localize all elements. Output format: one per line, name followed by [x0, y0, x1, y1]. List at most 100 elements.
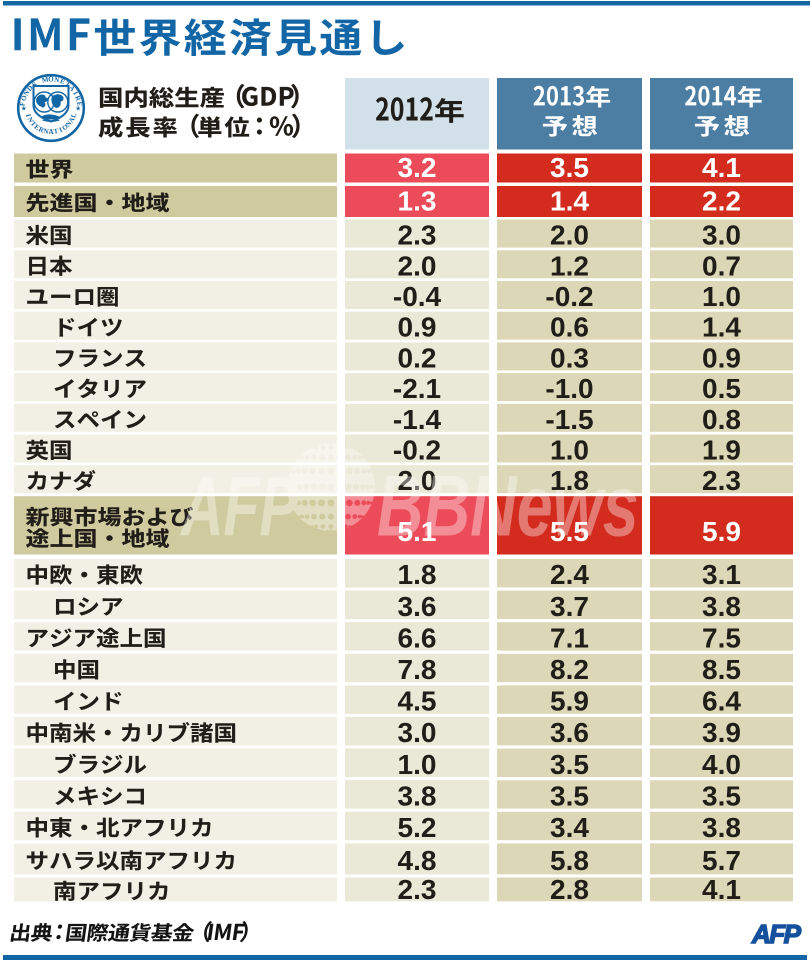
svg-text:-2.1: -2.1: [393, 373, 441, 404]
svg-text:I: I: [58, 126, 64, 135]
svg-text:5.9: 5.9: [702, 516, 741, 547]
svg-text:3.5: 3.5: [550, 749, 589, 780]
svg-text:-1.5: -1.5: [545, 404, 593, 435]
svg-text:M: M: [41, 75, 49, 84]
svg-text:A: A: [67, 116, 76, 124]
svg-text:T: T: [63, 80, 72, 89]
svg-text:-1.4: -1.4: [393, 404, 442, 435]
svg-text:1.0: 1.0: [702, 281, 741, 312]
svg-text:T: T: [53, 127, 60, 136]
svg-text:O: O: [19, 94, 29, 102]
svg-text:-0.4: -0.4: [393, 281, 442, 312]
svg-text:F: F: [18, 101, 27, 106]
svg-text:0.6: 0.6: [550, 312, 589, 343]
svg-text:D: D: [25, 84, 34, 93]
svg-text:I: I: [24, 113, 33, 118]
svg-text:5.7: 5.7: [702, 845, 741, 876]
svg-text:3.7: 3.7: [550, 591, 589, 622]
svg-text:2.3: 2.3: [398, 874, 437, 905]
svg-text:5.8: 5.8: [550, 845, 589, 876]
svg-text:0.3: 0.3: [550, 342, 589, 373]
svg-text:3.5: 3.5: [702, 780, 741, 811]
svg-text:AFP: AFP: [179, 460, 299, 554]
svg-text:-1.0: -1.0: [545, 373, 593, 404]
svg-text:1.0: 1.0: [550, 435, 589, 466]
svg-text:0.8: 0.8: [702, 404, 741, 435]
svg-text:-0.2: -0.2: [393, 435, 441, 466]
svg-text:S: S: [31, 80, 39, 89]
svg-text:1.9: 1.9: [702, 435, 741, 466]
svg-text:O: O: [61, 122, 71, 132]
svg-text:N: N: [26, 116, 35, 124]
svg-text:3.8: 3.8: [702, 812, 741, 843]
svg-text:0.9: 0.9: [398, 312, 437, 343]
svg-text:0.2: 0.2: [398, 342, 437, 373]
svg-text:2.8: 2.8: [550, 874, 589, 905]
svg-text:0.7: 0.7: [702, 250, 741, 281]
svg-text:7.5: 7.5: [702, 622, 741, 653]
svg-text:★: ★: [21, 104, 27, 112]
svg-text:5.9: 5.9: [550, 686, 589, 717]
svg-text:5.2: 5.2: [398, 812, 437, 843]
svg-text:1.8: 1.8: [550, 465, 589, 496]
svg-text:L: L: [69, 112, 78, 119]
svg-text:3.6: 3.6: [398, 591, 437, 622]
svg-text:I: I: [71, 90, 79, 97]
svg-text:3.4: 3.4: [550, 812, 589, 843]
svg-text:4.1: 4.1: [702, 152, 741, 183]
svg-text:8.2: 8.2: [550, 654, 589, 685]
svg-text:-0.2: -0.2: [545, 281, 593, 312]
svg-text:R: R: [37, 125, 46, 135]
svg-text:2.4: 2.4: [550, 559, 589, 590]
svg-text:1.8: 1.8: [398, 559, 437, 590]
svg-text:6.6: 6.6: [398, 622, 437, 653]
svg-text:A: A: [48, 128, 53, 136]
svg-text:6.4: 6.4: [702, 686, 741, 717]
svg-text:3.5: 3.5: [550, 152, 589, 183]
svg-text:5.1: 5.1: [398, 516, 437, 547]
svg-text:O: O: [48, 75, 54, 83]
svg-text:N: N: [54, 76, 61, 85]
svg-text:4.8: 4.8: [398, 845, 437, 876]
svg-text:N: N: [64, 120, 73, 129]
svg-text:0.9: 0.9: [702, 342, 741, 373]
svg-text:3.6: 3.6: [550, 717, 589, 748]
svg-text:★: ★: [75, 104, 81, 112]
svg-text:8.5: 8.5: [702, 654, 741, 685]
svg-text:A: A: [67, 84, 76, 93]
svg-text:0.5: 0.5: [702, 373, 741, 404]
svg-text:3.9: 3.9: [702, 717, 741, 748]
svg-text:4.0: 4.0: [702, 749, 741, 780]
svg-text:1.2: 1.2: [550, 250, 589, 281]
svg-text:2.3: 2.3: [398, 220, 437, 251]
svg-text:5.5: 5.5: [550, 516, 589, 547]
svg-text:3.8: 3.8: [702, 591, 741, 622]
svg-text:3.5: 3.5: [550, 780, 589, 811]
svg-text:E: E: [75, 101, 84, 107]
svg-text:BBNews: BBNews: [377, 459, 639, 555]
svg-text:3.1: 3.1: [702, 559, 741, 590]
svg-text:N: N: [22, 89, 31, 97]
svg-text:3.0: 3.0: [702, 220, 741, 251]
svg-text:1.4: 1.4: [702, 312, 741, 343]
svg-text:7.1: 7.1: [550, 622, 589, 653]
svg-text:N: N: [43, 127, 50, 136]
svg-text:AFP: AFP: [751, 919, 802, 949]
svg-text:2.0: 2.0: [550, 220, 589, 251]
svg-text:T: T: [29, 120, 38, 129]
svg-text:E: E: [33, 123, 42, 132]
svg-text:3.2: 3.2: [398, 152, 437, 183]
svg-text:R: R: [73, 95, 83, 103]
svg-text:2.0: 2.0: [398, 465, 437, 496]
svg-text:7.8: 7.8: [398, 654, 437, 685]
svg-text:3.0: 3.0: [398, 717, 437, 748]
svg-text:2.3: 2.3: [702, 465, 741, 496]
svg-text:1.3: 1.3: [398, 185, 437, 216]
svg-text:2.0: 2.0: [398, 250, 437, 281]
svg-text:1.4: 1.4: [550, 185, 589, 216]
svg-text:3.8: 3.8: [398, 780, 437, 811]
svg-text:2.2: 2.2: [702, 185, 741, 216]
svg-text:E: E: [59, 77, 67, 86]
svg-text:4.1: 4.1: [702, 874, 741, 905]
svg-text:4.5: 4.5: [398, 686, 437, 717]
